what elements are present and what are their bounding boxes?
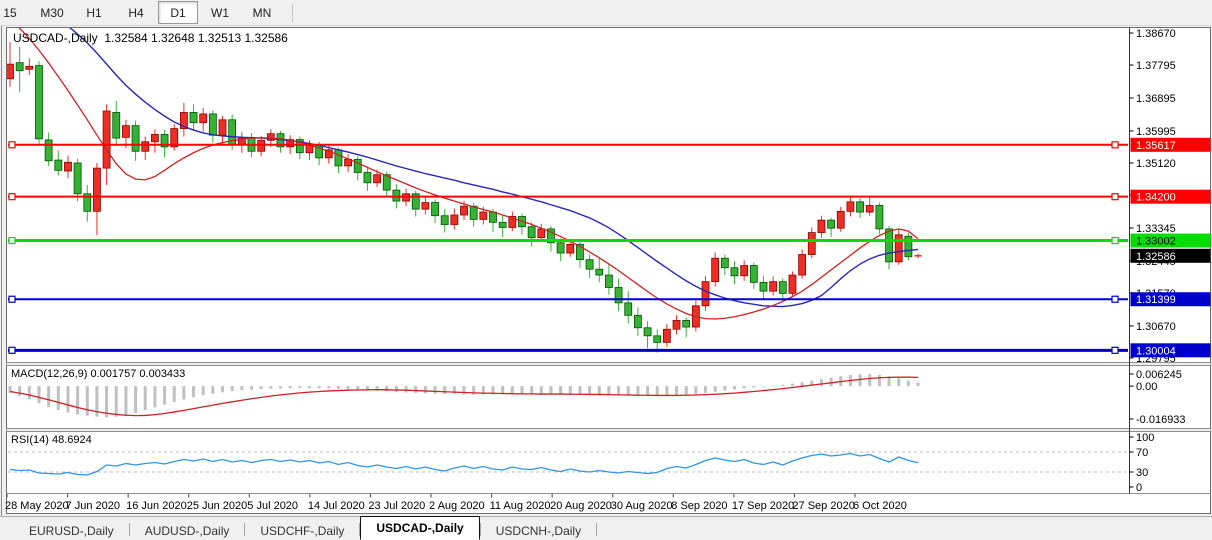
time-axis-label: 14 Jul 2020: [308, 500, 365, 512]
timeframe-button-15[interactable]: 15: [3, 5, 17, 20]
candles: [7, 42, 922, 353]
timeframe-button-mn[interactable]: MN: [252, 5, 272, 20]
time-axis-label: 30 Aug 2020: [611, 500, 673, 512]
price-badge: [1130, 343, 1211, 358]
time-axis-label: 5 Jul 2020: [247, 500, 298, 512]
axis-label: 1.35120: [1136, 158, 1176, 170]
time-axis-label: 20 Aug 2020: [550, 500, 612, 512]
time-axis-label: 16 Jun 2020: [126, 500, 187, 512]
price-badge: [1130, 137, 1211, 152]
rsi-line: [9, 452, 919, 476]
chart-tab-bar: EURUSD-,Daily AUDUSD-,Daily USDCHF-,Daily U…: [0, 516, 1212, 540]
axis-label: 1.30670: [1136, 321, 1176, 333]
axis-label: 1.34200: [1136, 192, 1176, 204]
hline-handle[interactable]: [1111, 346, 1119, 354]
hline-handle[interactable]: [8, 141, 16, 149]
timeframe-toolbar: 15 M30 H1 H4 D1 W1 MN: [0, 0, 1212, 26]
axis-label: 30: [1136, 467, 1148, 479]
chart-tab-eurusd[interactable]: EURUSD-,Daily: [29, 523, 114, 538]
ma-fast-line: [18, 28, 919, 320]
axis-label: 1.35995: [1136, 126, 1176, 138]
timeframe-button-m30[interactable]: M30: [40, 5, 64, 20]
time-axis-label: 27 Sep 2020: [792, 500, 854, 512]
axis-label: -0.016933: [1136, 414, 1186, 426]
time-axis-label: 23 Jul 2020: [368, 500, 425, 512]
axis-label: 1.35617: [1136, 140, 1176, 152]
time-axis-label: 11 Aug 2020: [490, 500, 551, 512]
ma-slow-line: [69, 28, 919, 308]
axis-label: 0.006245: [1136, 369, 1182, 381]
tab-separator: [479, 523, 481, 536]
tab-separator: [128, 523, 130, 536]
chart-tab-usdchf[interactable]: USDCHF-,Daily: [260, 523, 345, 538]
hline-handle[interactable]: [1111, 193, 1119, 201]
chart-title: USDCAD-,Daily 1.32584 1.32648 1.32513 1.…: [13, 31, 288, 45]
price-badge: [1130, 248, 1211, 263]
price-badge: [1130, 292, 1211, 307]
hline-handle[interactable]: [1111, 141, 1119, 149]
axis-label: 1.33002: [1136, 236, 1176, 248]
price-badge: [1130, 233, 1211, 248]
axis-label: 100: [1136, 432, 1154, 444]
axis-label: 1.37795: [1136, 60, 1176, 72]
price-badge: [1130, 189, 1211, 204]
hline-handle[interactable]: [8, 193, 16, 201]
axis-label: 1.31399: [1136, 294, 1176, 306]
axis-label: 70: [1136, 447, 1148, 459]
panel-splitter[interactable]: [6, 428, 1211, 432]
timeframe-button-w1[interactable]: W1: [211, 5, 229, 20]
tab-separator: [244, 523, 246, 536]
tab-separator: [596, 523, 598, 536]
timeframe-button-h1[interactable]: H1: [86, 5, 102, 20]
macd-indicator-label: MACD(12,26,9) 0.001757 0.003433: [11, 368, 186, 380]
axis-label: 1.38670: [1136, 28, 1176, 40]
rsi-indicator-label: RSI(14) 48.6924: [11, 434, 92, 446]
hline-handle[interactable]: [8, 346, 16, 354]
axis-label: 1.32586: [1136, 251, 1176, 263]
axis-label: 0.00: [1136, 381, 1157, 393]
hline-handle[interactable]: [8, 236, 16, 245]
time-axis-label: 2 Aug 2020: [429, 500, 485, 512]
hline-handle[interactable]: [8, 295, 16, 303]
axis-label: 0: [1136, 482, 1142, 494]
hline-handle[interactable]: [1111, 236, 1119, 245]
time-axis-label: 6 Oct 2020: [853, 500, 907, 512]
time-axis-label: 8 Sep 2020: [671, 500, 727, 512]
hline-handle[interactable]: [1111, 295, 1119, 303]
chart-canvas[interactable]: 1.38670 1.37795 1.36895 1.35995 1.35120 1.342…: [0, 25, 1212, 517]
timeframe-button-d1[interactable]: D1: [158, 1, 198, 24]
time-axis-label: 7 Jun 2020: [66, 500, 120, 512]
chart-tab-audusd[interactable]: AUDUSD-,Daily: [144, 523, 230, 538]
axis-label: 1.33345: [1136, 223, 1176, 235]
toolbar-separator: [292, 3, 293, 22]
axis-label: 1.30004: [1136, 345, 1176, 357]
macd-signal-line: [9, 376, 919, 417]
time-axis-label: 25 Jun 2020: [187, 500, 248, 512]
tab-separator: [359, 523, 361, 536]
axis-label: 1.36895: [1136, 93, 1176, 105]
chart-tab-usdcnh[interactable]: USDCNH-,Daily: [495, 523, 582, 538]
time-axis-label: 17 Sep 2020: [732, 500, 794, 512]
chart-tab-usdcad[interactable]: USDCAD-,Daily: [360, 516, 480, 540]
time-axis-label: 28 May 2020: [5, 500, 69, 512]
panel-splitter[interactable]: [6, 362, 1211, 366]
timeframe-button-h4[interactable]: H4: [128, 5, 144, 20]
